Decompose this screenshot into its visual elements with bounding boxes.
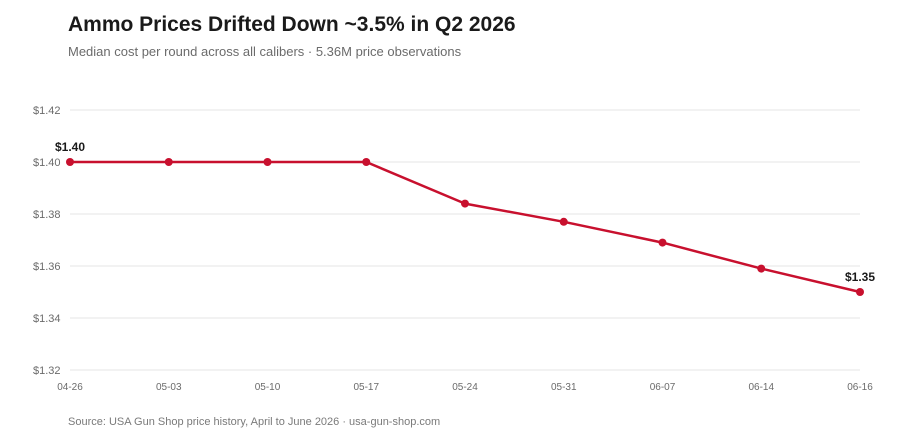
x-tick-label: 04-26	[57, 382, 83, 393]
data-point	[757, 264, 766, 273]
x-tick-label: 06-14	[748, 382, 774, 393]
chart-subtitle: Median cost per round across all caliber…	[68, 44, 462, 59]
source-note: Source: USA Gun Shop price history, Apri…	[68, 416, 441, 428]
x-tick-label: 05-24	[452, 382, 478, 393]
x-tick-label: 05-31	[551, 382, 577, 393]
y-tick-label: $1.36	[33, 261, 61, 273]
x-tick-label: 05-03	[156, 382, 182, 393]
y-tick-label: $1.40	[33, 157, 61, 169]
x-tick-label: 05-10	[255, 382, 281, 393]
x-tick-label: 06-16	[847, 382, 873, 393]
data-label: $1.40	[55, 140, 85, 154]
data-point	[559, 217, 568, 226]
y-tick-label: $1.38	[33, 209, 61, 221]
series-line	[70, 160, 861, 294]
data-point	[658, 238, 667, 247]
data-point	[856, 288, 864, 296]
chart-title: Ammo Prices Drifted Down ~3.5% in Q2 202…	[68, 13, 516, 36]
data-point	[66, 158, 74, 166]
data-point	[263, 158, 272, 166]
y-tick-label: $1.34	[33, 313, 61, 325]
x-tick-label: 06-07	[650, 382, 676, 393]
y-tick-label: $1.42	[33, 105, 61, 117]
data-label: $1.35	[845, 270, 875, 284]
x-tick-label: 05-17	[353, 382, 379, 393]
data-point	[164, 158, 173, 166]
data-point	[461, 199, 469, 208]
data-point	[362, 158, 371, 166]
y-tick-label: $1.32	[33, 365, 61, 377]
